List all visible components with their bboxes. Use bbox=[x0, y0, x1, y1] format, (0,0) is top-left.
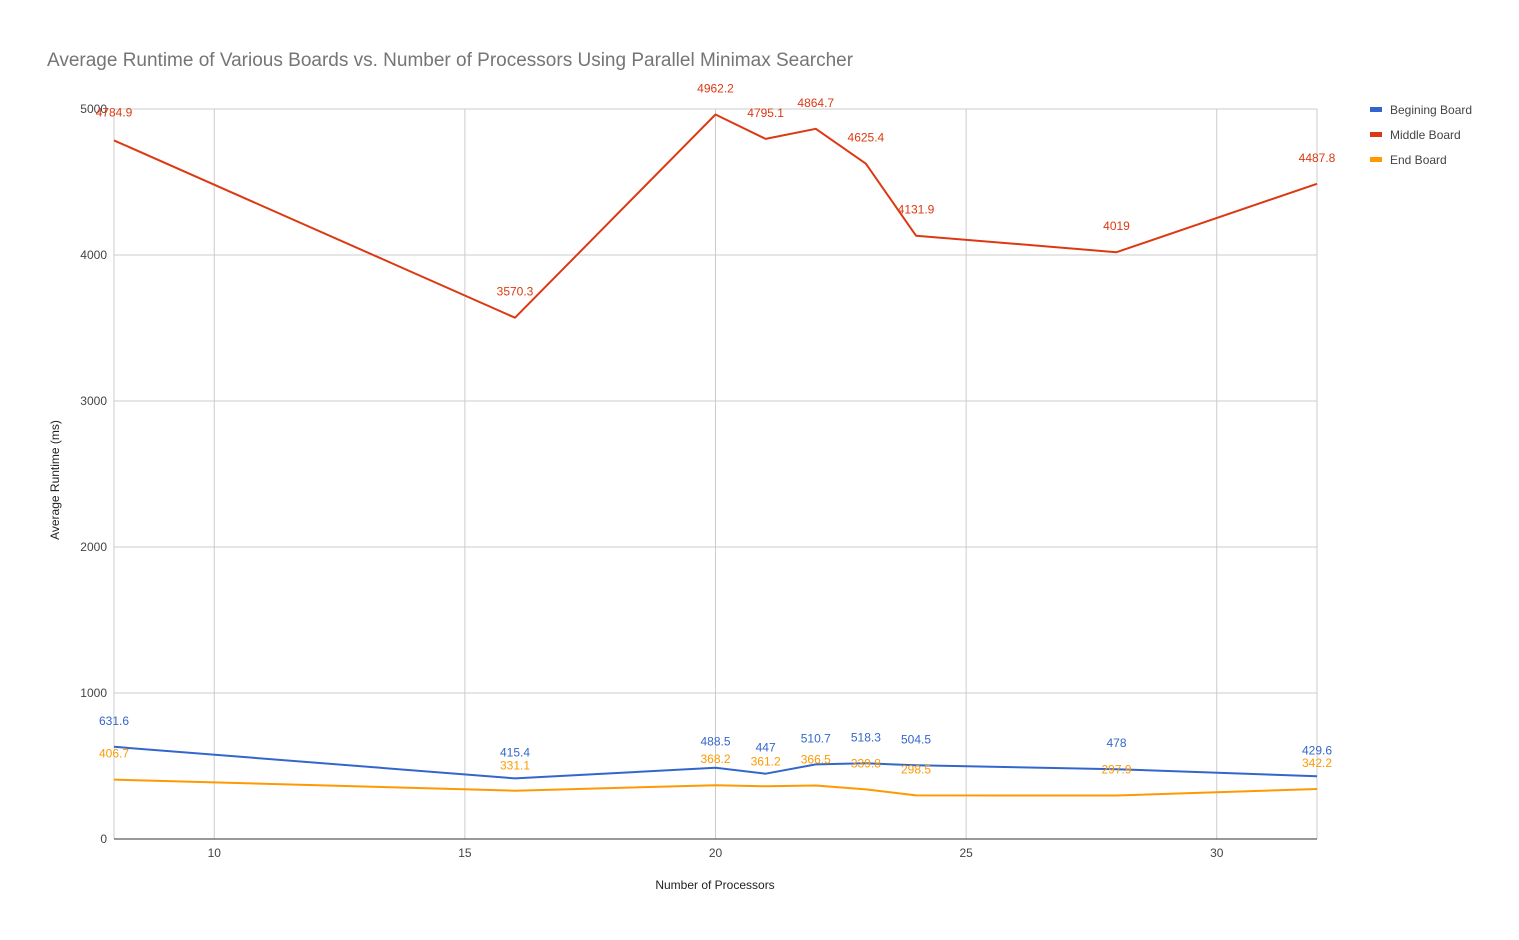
data-label: 339.8 bbox=[851, 756, 881, 770]
data-label: 4795.1 bbox=[747, 106, 784, 120]
data-label: 4962.2 bbox=[697, 82, 734, 96]
x-tick-label: 30 bbox=[1210, 846, 1224, 860]
data-label: 4487.8 bbox=[1299, 151, 1336, 165]
x-tick-label: 10 bbox=[208, 846, 222, 860]
data-label: 518.3 bbox=[851, 730, 881, 744]
series-line-0 bbox=[113, 745, 1318, 780]
data-label: 342.2 bbox=[1302, 756, 1332, 770]
legend-swatch bbox=[1370, 132, 1382, 137]
data-label: 447 bbox=[756, 741, 776, 755]
y-tick-label: 4000 bbox=[80, 248, 107, 262]
grid bbox=[113, 108, 1318, 839]
data-label: 488.5 bbox=[700, 735, 730, 749]
data-label: 510.7 bbox=[801, 731, 831, 745]
data-label: 368.2 bbox=[700, 752, 730, 766]
data-label: 504.5 bbox=[901, 732, 931, 746]
x-tick-label: 15 bbox=[458, 846, 472, 860]
x-axis-title: Number of Processors bbox=[655, 878, 774, 892]
legend-label: Middle Board bbox=[1390, 128, 1461, 142]
data-label: 4019 bbox=[1103, 219, 1130, 233]
series-lines bbox=[113, 113, 1318, 797]
legend-label: End Board bbox=[1390, 153, 1447, 167]
legend: Begining Board Middle Board End Board bbox=[1370, 103, 1472, 167]
data-label: 3570.3 bbox=[497, 285, 534, 299]
data-label: 4131.9 bbox=[898, 203, 935, 217]
data-label: 298.5 bbox=[901, 762, 931, 776]
data-labels: 631.6 415.4 488.5 447 510.7 518.3 504.5 478 429.… bbox=[96, 82, 1336, 777]
chart-title: Average Runtime of Various Boards vs. Nu… bbox=[47, 50, 854, 71]
legend-swatch bbox=[1370, 157, 1382, 162]
data-label: 406.7 bbox=[99, 747, 129, 761]
data-label: 429.6 bbox=[1302, 743, 1332, 757]
y-tick-label: 2000 bbox=[80, 540, 107, 554]
data-label: 366.5 bbox=[801, 752, 831, 766]
data-label: 331.1 bbox=[500, 759, 530, 773]
axes: 0 1000 2000 3000 4000 5000 10 15 20 25 30 bbox=[80, 102, 1317, 860]
legend-swatch bbox=[1370, 107, 1382, 112]
data-label: 4625.4 bbox=[848, 131, 885, 145]
data-label: 478 bbox=[1106, 736, 1126, 750]
series-line-1 bbox=[113, 113, 1318, 319]
y-tick-label: 5000 bbox=[80, 102, 107, 116]
y-tick-label: 0 bbox=[100, 832, 107, 846]
data-label: 4864.7 bbox=[797, 96, 834, 110]
data-label: 297.9 bbox=[1101, 763, 1131, 777]
data-label: 415.4 bbox=[500, 745, 530, 759]
data-label: 631.6 bbox=[99, 714, 129, 728]
data-label: 361.2 bbox=[751, 754, 781, 768]
x-tick-label: 20 bbox=[709, 846, 723, 860]
y-tick-label: 3000 bbox=[80, 394, 107, 408]
y-axis-title: Average Runtime (ms) bbox=[48, 420, 62, 540]
legend-label: Begining Board bbox=[1390, 103, 1472, 117]
series-line-2 bbox=[113, 778, 1318, 797]
data-label: 4784.9 bbox=[96, 105, 133, 119]
y-tick-label: 1000 bbox=[80, 686, 107, 700]
x-tick-label: 25 bbox=[959, 846, 973, 860]
